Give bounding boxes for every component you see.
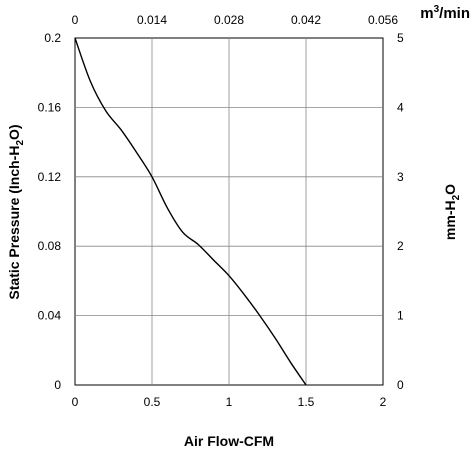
y-right-title-tail: O <box>442 184 458 195</box>
y-left-title-main: Static Pressure (Inch-H <box>6 146 22 300</box>
y-right-tick-label: 5 <box>397 31 404 45</box>
x-axis-title: Air Flow-CFM <box>184 433 274 449</box>
y-left-title-subscript: 2 <box>15 140 26 146</box>
top-axis-ticks: 0 0.014 0.028 0.042 0.056 <box>72 13 399 27</box>
y-right-tick-label: 4 <box>397 100 404 114</box>
y-right-title-subscript: 2 <box>451 194 462 200</box>
y-left-tick-label: 0.08 <box>38 239 62 253</box>
top-unit-tail: /min <box>439 5 470 22</box>
y-left-axis-ticks: 0 0.04 0.08 0.12 0.16 0.2 <box>38 31 62 392</box>
x-tick-label: 0 <box>72 395 79 409</box>
y-right-tick-label: 0 <box>397 378 404 392</box>
top-axis-unit: m3/min <box>420 4 470 22</box>
y-right-axis-title: mm-H2O <box>442 184 462 240</box>
y-left-title-tail: O) <box>6 124 22 140</box>
top-tick-label: 0 <box>72 13 79 27</box>
top-tick-label: 0.014 <box>137 13 167 27</box>
y-right-tick-label: 1 <box>397 309 404 323</box>
top-tick-label: 0.056 <box>368 13 398 27</box>
x-tick-label: 0.5 <box>144 395 161 409</box>
y-right-tick-label: 2 <box>397 239 404 253</box>
y-left-axis-title: Static Pressure (Inch-H2O) <box>6 124 26 299</box>
y-left-tick-label: 0 <box>54 378 61 392</box>
y-left-tick-label: 0.16 <box>38 100 62 114</box>
y-right-title-main: mm-H <box>442 200 458 240</box>
x-tick-label: 2 <box>380 395 387 409</box>
top-unit-superscript: 3 <box>434 4 440 15</box>
y-left-tick-label: 0.04 <box>38 309 62 323</box>
x-axis-ticks: 0 0.5 1 1.5 2 <box>72 395 387 409</box>
x-tick-label: 1 <box>226 395 233 409</box>
y-left-tick-label: 0.2 <box>44 31 61 45</box>
top-unit-main: m <box>420 5 433 22</box>
y-left-tick-label: 0.12 <box>38 170 62 184</box>
pressure-flow-line <box>74 37 307 386</box>
top-tick-label: 0.042 <box>291 13 321 27</box>
y-right-tick-label: 3 <box>397 170 404 184</box>
top-tick-label: 0.028 <box>214 13 244 27</box>
x-tick-label: 1.5 <box>298 395 315 409</box>
grid <box>75 38 383 385</box>
y-right-axis-ticks: 0 1 2 3 4 5 <box>397 31 404 392</box>
